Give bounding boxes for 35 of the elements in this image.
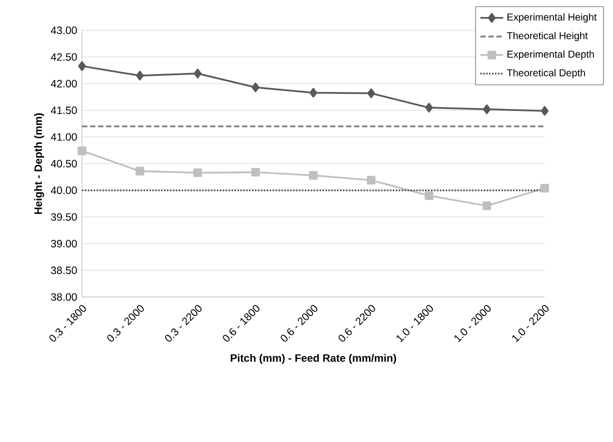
point: [482, 104, 491, 114]
point: [425, 102, 433, 113]
y-tick-label: 38.50: [50, 266, 77, 274]
point: [136, 166, 144, 176]
legend-label: Experimental Depth: [508, 50, 594, 60]
x-axis-title: Pitch (mm) - Feed Rate (mm/min): [230, 354, 396, 364]
y-tick-label: 41.00: [50, 133, 77, 141]
y-axis-title: Height - Depth (mm): [34, 113, 44, 214]
legend-label: Theoretical Height: [506, 32, 588, 42]
point: [309, 171, 318, 180]
y-tick-label: 40.50: [50, 160, 77, 168]
point: [78, 146, 86, 156]
point: [252, 82, 260, 92]
point: [136, 70, 144, 81]
y-tick-label: 40.00: [50, 186, 77, 194]
point: [193, 168, 202, 178]
point: [540, 106, 549, 116]
legend-label: Theoretical Depth: [506, 69, 585, 78]
point: [367, 88, 376, 98]
point: [251, 168, 260, 177]
point: [424, 191, 434, 200]
y-tick-label: 39.00: [50, 240, 77, 248]
point: [78, 61, 86, 71]
point: [540, 184, 550, 193]
point: [366, 176, 376, 185]
y-tick-label: 42.50: [50, 53, 77, 61]
y-tick-label: 38.00: [50, 293, 77, 301]
point: [482, 201, 492, 210]
y-tick-label: 39.50: [50, 213, 77, 221]
legend-label: Experimental Height: [508, 13, 597, 23]
point: [309, 88, 318, 98]
y-tick-label: 41.50: [50, 106, 77, 114]
y-tick-label: 43.00: [50, 26, 77, 34]
y-tick-label: 42.00: [50, 80, 77, 88]
point: [194, 68, 202, 78]
